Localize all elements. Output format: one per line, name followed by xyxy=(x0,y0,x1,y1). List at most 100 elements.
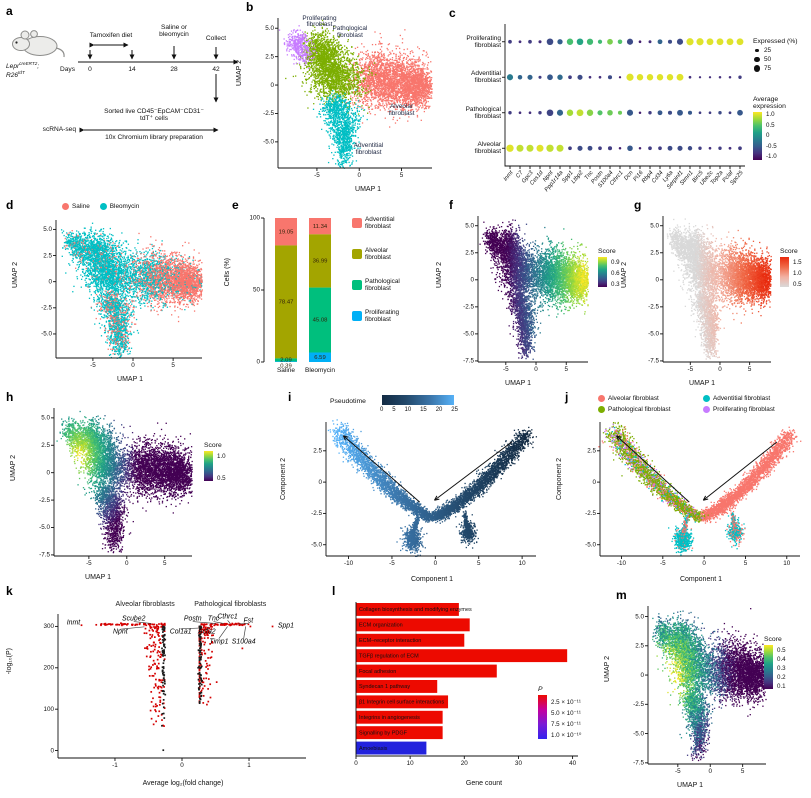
panel-letter-b: b xyxy=(246,0,254,14)
legend-swatch xyxy=(598,395,605,402)
pvalue-tick: 1.0 × 10⁻¹⁰ xyxy=(551,732,582,739)
legend-label-line2: fibroblast xyxy=(365,285,391,292)
pm-legend-tick-0.4: 0.4 xyxy=(777,656,786,663)
color-legend-tick: -1.0 xyxy=(766,153,777,160)
cluster-annotation-line: Adventitial xyxy=(353,141,384,149)
panel-i-ylabel: Component 2 xyxy=(280,458,287,501)
pseudotime-tick: 20 xyxy=(435,407,443,413)
size-legend-dot xyxy=(753,65,761,72)
cluster-annotation-line: Pathological xyxy=(332,24,368,32)
panel-letter-j: j xyxy=(565,390,569,404)
mouse-genotype-line2: R26tdT xyxy=(6,70,25,80)
ph-legend-gradient xyxy=(204,451,213,481)
volcano-gene-label: Tnc xyxy=(207,615,220,623)
panel-letter-k: k xyxy=(6,584,13,598)
color-legend-tick: 0.5 xyxy=(766,121,775,129)
volcano-gene-label: Npnt xyxy=(113,628,128,636)
days-label: Days xyxy=(60,66,76,73)
legend-item-saline: Saline xyxy=(62,203,90,210)
pd-canvas xyxy=(30,216,208,374)
panel-l-pathway-bars xyxy=(348,596,586,780)
dotplot-row-label-line: Proliferating xyxy=(466,34,501,42)
panel-f-umap-score xyxy=(452,212,594,378)
size-legend-item: 75 xyxy=(753,65,809,72)
ph-legend-tick-0.5: 0.5 xyxy=(217,475,226,482)
chromium-label: 10x Chromium library preparation xyxy=(105,134,203,141)
day-tick-42: 42 xyxy=(212,66,220,73)
legend-item-proliferating: Proliferating fibroblast xyxy=(703,405,808,414)
dotplot-row-label: Pathological fibroblast xyxy=(449,106,501,120)
pj-canvas xyxy=(572,418,808,574)
volcano-gene-label: Timp1 xyxy=(209,638,229,646)
legend-label-line1: Proliferating xyxy=(365,309,400,316)
legend-swatch xyxy=(352,218,362,228)
panel-f-score-legend: Score 0.9 0.6 0.3 xyxy=(598,248,632,288)
pe-canvas xyxy=(240,210,344,382)
pi-canvas xyxy=(296,418,544,574)
pg-legend-tick-1.5: 1.5 xyxy=(793,259,802,266)
panel-e-stacked-bars xyxy=(240,210,344,382)
pf-legend-gradient xyxy=(598,257,607,287)
panel-letter-l: l xyxy=(332,584,336,598)
color-legend-tick: -0.5 xyxy=(766,142,777,150)
size-legend-dot xyxy=(755,48,759,53)
saline-bleomycin-label: Saline or bleomycin xyxy=(159,24,189,39)
panel-letter-c: c xyxy=(449,6,456,20)
pseudotime-ticks: 0 5 10 15 20 25 xyxy=(380,407,458,413)
color-legend-tick: 1.0 xyxy=(766,111,775,118)
cluster-annotation: Alveolar fibroblast xyxy=(388,103,415,118)
panel-h-ylabel: UMAP 2 xyxy=(10,455,17,481)
legend-swatch xyxy=(352,280,362,290)
legend-item-pathological: Pathological fibroblast xyxy=(598,405,703,414)
panel-m-ylabel: UMAP 2 xyxy=(604,656,611,682)
color-legend-tick: 0 xyxy=(766,132,770,139)
panel-j-celltype-trajectory xyxy=(572,418,808,574)
panel-j-ylabel: Component 2 xyxy=(556,458,563,501)
sorted-cells-label: Sorted live CD45⁻EpCAM⁻CD31⁻ tdT⁺ cells xyxy=(104,108,204,123)
legend-label: Proliferating fibroblast xyxy=(365,309,399,323)
size-legend-value: 75 xyxy=(764,65,772,72)
panel-letter-h: h xyxy=(6,390,14,404)
cluster-annotation: Proliferating fibroblast xyxy=(302,15,336,30)
day-tick-28: 28 xyxy=(170,66,178,73)
dotplot-row-label-line: fibroblast xyxy=(474,41,501,49)
size-legend-dot xyxy=(754,56,760,63)
legend-item-pathological: Pathological fibroblast xyxy=(352,278,400,292)
dotplot-row-label-line: fibroblast xyxy=(474,77,501,85)
panel-letter-g: g xyxy=(634,198,642,212)
legend-swatch xyxy=(703,406,710,413)
cluster-annotation: Adventitial fibroblast xyxy=(353,141,384,157)
legend-label: Pathological fibroblast xyxy=(365,278,400,292)
pseudotime-gradient xyxy=(382,395,454,405)
cluster-annotation-line: fibroblast xyxy=(355,148,382,156)
panel-k-volcano: Inmt Scube2 Npnt Col1a1 Postn Tnc Cthrc1 Fst Act… xyxy=(24,598,316,778)
pg-legend-tick-0.5: 0.5 xyxy=(793,281,802,288)
panel-i-pseudotime-trajectory xyxy=(296,418,544,574)
pvalue-tick: 5.0 × 10⁻¹¹ xyxy=(551,710,581,717)
legend-swatch xyxy=(62,203,69,210)
panel-letter-a: a xyxy=(6,4,13,18)
dotplot-row-label: Proliferating fibroblast xyxy=(449,35,501,49)
volcano-gene-label: Spp1 xyxy=(277,622,294,630)
legend-label: Proliferating fibroblast xyxy=(713,406,775,413)
legend-label-line2: fibroblast xyxy=(365,254,391,261)
size-legend-value: 50 xyxy=(764,56,772,63)
dotplot-row-label-line: Alveolar xyxy=(477,141,501,149)
ph-canvas xyxy=(28,404,198,572)
legend-item-alveolar: Alveolar fibroblast xyxy=(598,394,703,403)
pm-legend-title: Score xyxy=(764,636,782,643)
panel-j-xlabel: Component 1 xyxy=(679,576,723,583)
pg-legend-gradient xyxy=(780,257,789,287)
pc-canvas xyxy=(449,16,749,194)
panel-h-umap-score xyxy=(28,404,198,572)
volcano-group-title: Alveolar fibroblasts xyxy=(115,601,175,608)
panel-letter-i: i xyxy=(288,390,292,404)
panel-l-xlabel: Gene count xyxy=(465,780,503,787)
cluster-annotation-line: fibroblast xyxy=(388,110,415,118)
panel-b-umap-clusters: Proliferating fibroblast Pathological fibro… xyxy=(252,12,438,184)
day-tick-14: 14 xyxy=(128,66,136,73)
legend-swatch xyxy=(703,395,710,402)
pseudotime-tick: 10 xyxy=(404,407,412,413)
pseudotime-tick: 15 xyxy=(420,407,427,413)
size-legend-item: 50 xyxy=(753,56,809,63)
